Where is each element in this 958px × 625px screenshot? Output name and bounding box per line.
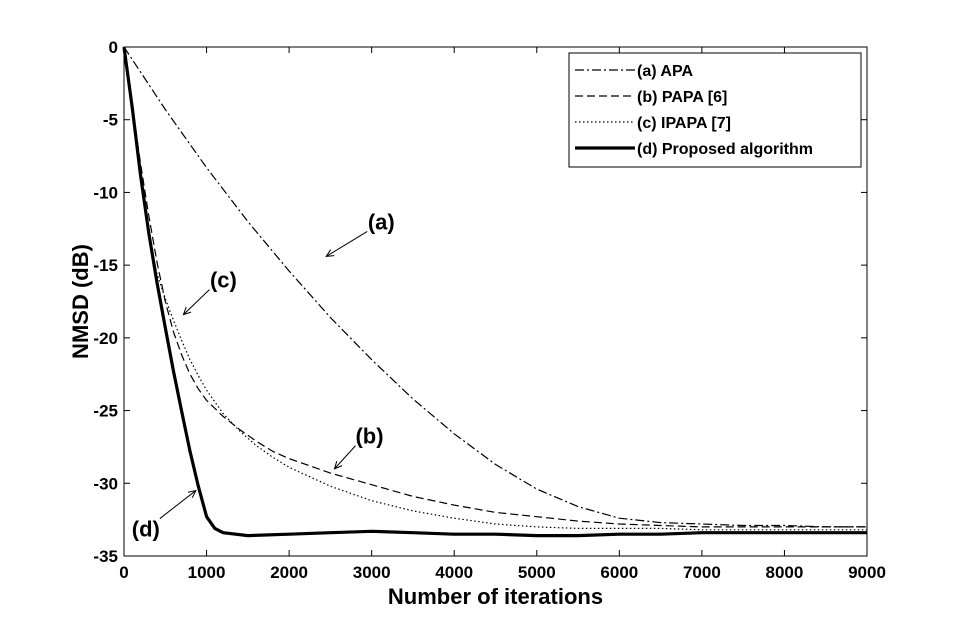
x-tick-label: 0 <box>119 563 128 582</box>
annotation-label: (b) <box>355 424 383 449</box>
legend-label-b: (b) PAPA [6] <box>637 89 727 106</box>
annotation-arrow-head <box>325 249 335 258</box>
annotation-label: (c) <box>210 268 237 293</box>
x-tick-label: 2000 <box>270 563 308 582</box>
y-tick-label: -35 <box>93 547 118 566</box>
y-tick-label: -10 <box>93 183 118 202</box>
x-tick-label: 5000 <box>518 563 556 582</box>
series-line-c-ipapa <box>123 46 867 531</box>
x-tick-label: 8000 <box>766 563 804 582</box>
annotation-label: (d) <box>132 517 160 542</box>
annotation-arrow-line <box>183 289 210 315</box>
legend-label-a: (a) APA <box>637 63 693 80</box>
annotation-label: (a) <box>368 209 395 234</box>
x-tick-label: 9000 <box>848 563 886 582</box>
series-line-a-apa <box>123 46 867 528</box>
y-tick-label: -30 <box>93 474 118 493</box>
y-tick-label: 0 <box>109 38 118 57</box>
series-layer <box>122 46 867 538</box>
legend: (a) APA (b) PAPA [6] (c) IPAPA [7] (d) P… <box>568 52 862 168</box>
y-tick-label: -25 <box>93 402 118 421</box>
annotation-arrow-head <box>187 489 197 498</box>
ticks-layer: 0 1000 2000 3000 4000 5000 6000 7000 8000 9000 0 -5… <box>93 38 885 582</box>
x-tick-label: 1000 <box>188 563 226 582</box>
annotation-arrow-line <box>326 230 368 257</box>
x-axis-title: Number of iterations <box>388 584 603 609</box>
x-tick-label: 4000 <box>435 563 473 582</box>
y-tick-label: -20 <box>93 329 118 348</box>
series-line-b-papa <box>123 46 867 528</box>
series-line-d-proposed <box>122 46 867 538</box>
x-tick-label: 7000 <box>683 563 721 582</box>
annotation-arrow-head <box>333 460 343 470</box>
x-tick-label: 3000 <box>353 563 391 582</box>
legend-label-c: (c) IPAPA [7] <box>637 115 731 132</box>
legend-label-d: (d) Proposed algorithm <box>637 141 813 158</box>
y-tick-label: -15 <box>93 256 118 275</box>
y-axis-title: NMSD (dB) <box>68 244 93 359</box>
annotations-layer: (a) (b) (c) (d) <box>132 209 395 541</box>
y-tick-label: -5 <box>103 111 118 130</box>
annotation-arrow-line <box>334 445 356 470</box>
annotation-arrow-head <box>182 306 192 316</box>
annotation-arrow-line <box>159 490 197 519</box>
x-tick-label: 6000 <box>600 563 638 582</box>
